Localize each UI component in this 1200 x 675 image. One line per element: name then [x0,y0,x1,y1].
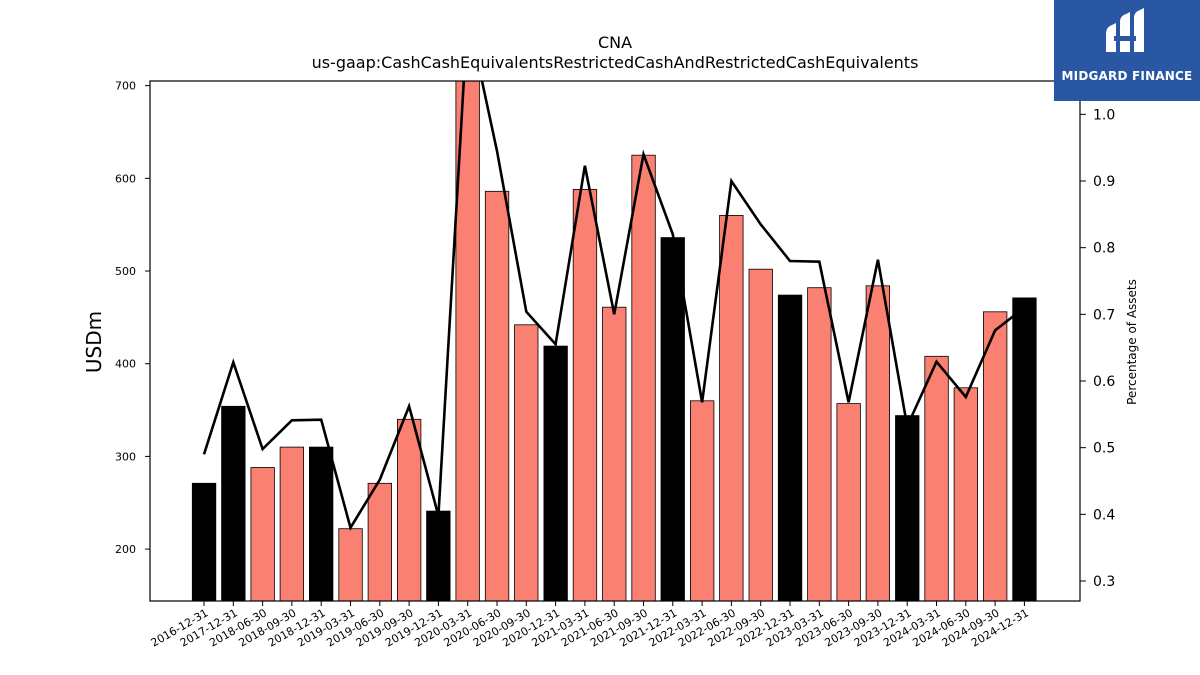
bar-2020-06-30 [484,190,510,601]
y2-tick-label-0.8: 0.8 [1093,241,1115,257]
bar-2024-09-30 [983,311,1008,601]
plot-frame [149,80,1081,602]
logo-text: MIDGARD FINANCE [1061,69,1193,83]
y-tick-label-600: 600 [115,172,136,185]
bar-2019-06-30 [367,482,393,601]
bar-2018-09-30 [279,446,305,601]
logo: MIDGARD FINANCE [1054,0,1200,101]
right-axis: 0.3 0.4 0.5 0.6 0.7 0.8 0.9 1.0 [1080,107,1115,590]
y-tick-label-400: 400 [115,358,136,371]
bar-2024-06-30 [953,387,978,601]
y2-tick-label-0.7: 0.7 [1093,307,1115,323]
bar-2023-06-30 [836,403,861,601]
bar-2021-06-30 [602,306,627,601]
bar-2017-12-31 [221,405,246,601]
chart-subtitle: us-gaap:CashCashEquivalentsRestrictedCas… [311,53,919,72]
bar-2021-09-30 [631,154,656,601]
y-axis-label: USDm [82,311,106,373]
y2-tick-label-0.5: 0.5 [1093,441,1115,457]
bar-2022-09-30 [748,268,773,601]
bar-2023-09-30 [865,285,890,601]
bar-2022-03-31 [690,400,715,601]
bar-2018-12-31 [308,446,334,601]
line-layer [202,81,1026,531]
bar-2023-12-31 [895,415,920,601]
bar-2016-12-31 [191,482,217,601]
bar-2024-03-31 [924,355,949,601]
y2-tick-label-0.3: 0.3 [1093,574,1115,590]
bar-2021-12-31 [660,237,685,601]
bar-2020-09-30 [514,324,539,601]
logo-mark-icon [1106,8,1144,52]
bar-2019-09-30 [396,418,422,601]
bar-2021-03-31 [572,188,598,601]
y-tick-label-200: 200 [115,543,136,556]
y2-tick-label-0.9: 0.9 [1093,174,1115,190]
bar-2023-03-31 [807,287,832,601]
bar-2022-06-30 [719,214,744,601]
bar-2018-06-30 [250,467,275,601]
x-axis: 2016-12-312017-12-312018-06-302018-09-30… [149,601,1031,650]
bar-2019-12-31 [426,510,451,601]
bar-2022-12-31 [777,294,803,601]
bars [191,81,1037,601]
y2-tick-label-0.4: 0.4 [1093,507,1115,523]
left-axis: 200 300 400 500 600 700 [115,80,150,556]
chart-title: CNA [597,33,633,52]
y-tick-label-700: 700 [115,80,136,93]
y2-tick-label-1: 1.0 [1093,107,1115,123]
bar-2024-12-31 [1012,297,1037,601]
y-tick-label-300: 300 [115,450,136,463]
bar-2020-03-31 [455,81,480,601]
y2-axis-label: Percentage of Assets [1125,279,1139,405]
bar-2019-03-31 [338,528,363,601]
y-tick-label-500: 500 [115,265,136,278]
percentage-line [202,81,1026,531]
y2-tick-label-0.6: 0.6 [1093,374,1115,390]
bar-2020-12-31 [543,345,568,601]
